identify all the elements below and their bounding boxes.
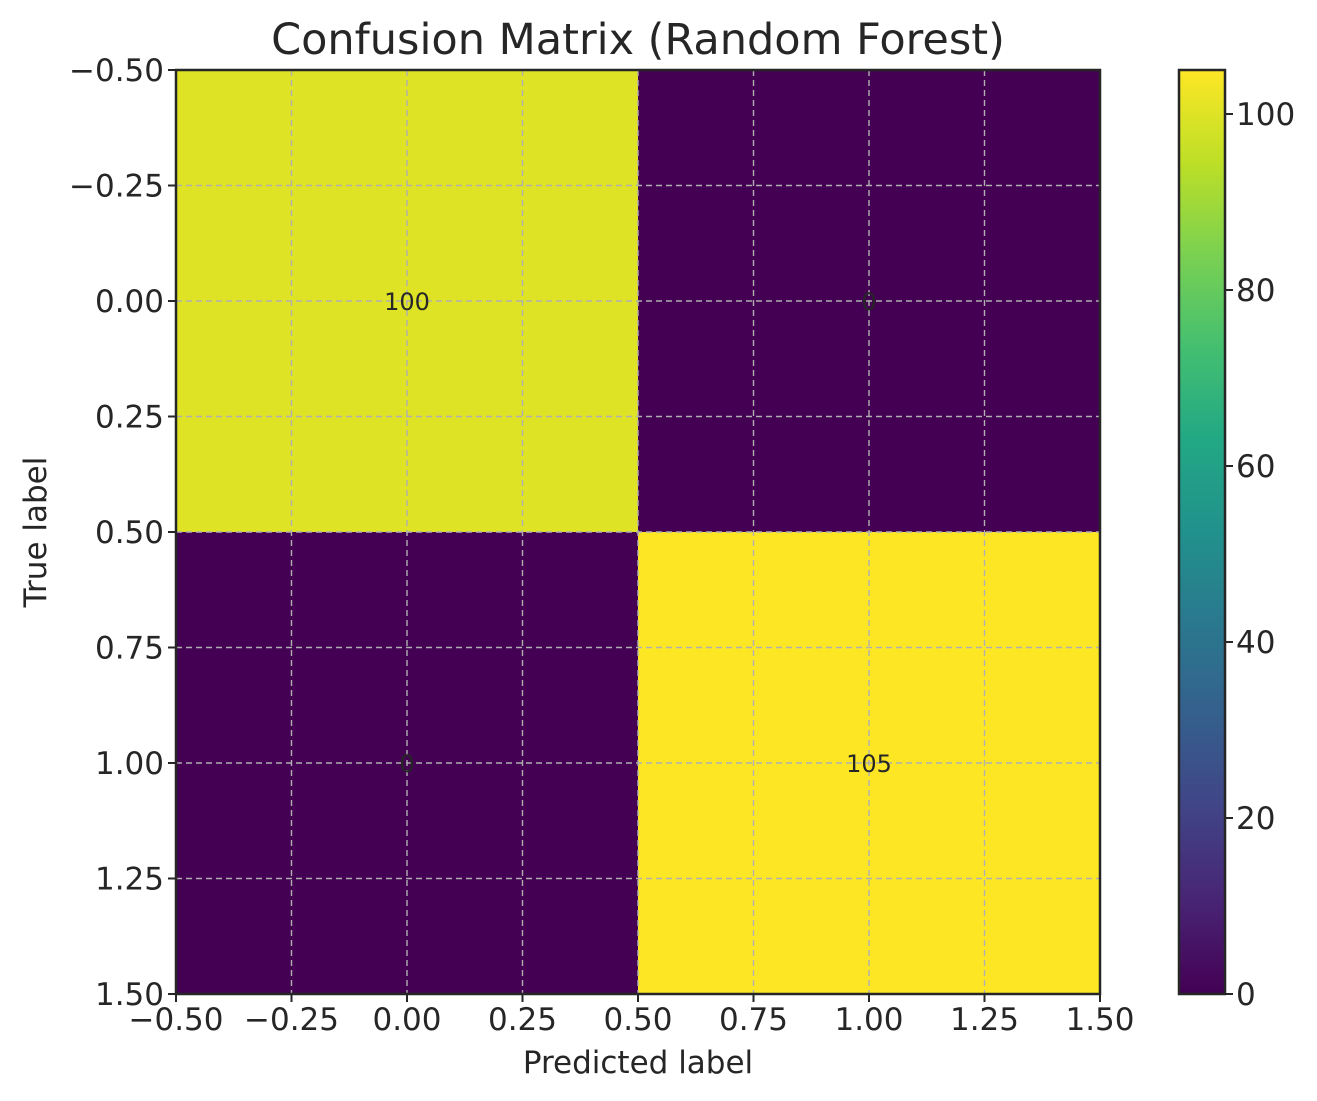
y-tick-label-4: 0.50 — [95, 515, 164, 551]
x-tick-label-5: 0.75 — [719, 1002, 788, 1038]
x-tick-label-1: −0.25 — [244, 1002, 339, 1038]
colorbar — [1177, 68, 1227, 996]
y-tick-label-6: 1.00 — [95, 746, 164, 782]
colorbar-tick-label-1: 20 — [1236, 801, 1275, 837]
y-tick-label-1: −0.25 — [69, 169, 164, 205]
colorbar-tick-label-5: 100 — [1236, 97, 1295, 133]
x-axis-label: Predicted label — [523, 1045, 753, 1081]
y-tick-label-3: 0.25 — [95, 400, 164, 436]
y-tick-label-5: 0.75 — [95, 631, 164, 667]
x-tick-label-0: −0.50 — [129, 1002, 224, 1038]
cell-label-1-0: 0 — [399, 750, 414, 778]
cell-value-labels: 100 0 0 105 — [384, 288, 892, 778]
y-axis-ticks: −0.50 −0.25 0.00 0.25 0.50 0.75 1.00 1.25 1.50 — [69, 53, 176, 1013]
colorbar-tick-label-0: 0 — [1236, 977, 1256, 1013]
x-tick-label-6: 1.00 — [834, 1002, 903, 1038]
y-tick-label-2: 0.00 — [95, 284, 164, 320]
y-tick-label-8: 1.50 — [95, 977, 164, 1013]
colorbar-tick-label-4: 80 — [1236, 273, 1275, 309]
x-tick-label-8: 1.50 — [1065, 1002, 1134, 1038]
colorbar-ticks: 0 20 40 60 80 100 — [1225, 97, 1295, 1013]
chart-title: Confusion Matrix (Random Forest) — [271, 15, 1005, 65]
x-tick-label-3: 0.25 — [488, 1002, 557, 1038]
cell-label-0-1: 0 — [861, 288, 876, 316]
x-axis-ticks: −0.50 −0.25 0.00 0.25 0.50 0.75 1.00 1.25 1.50 — [129, 994, 1135, 1038]
x-tick-label-2: 0.00 — [372, 1002, 441, 1038]
x-tick-label-4: 0.50 — [603, 1002, 672, 1038]
cell-label-0-0: 100 — [384, 288, 430, 316]
x-tick-label-7: 1.25 — [950, 1002, 1019, 1038]
y-tick-label-0: −0.50 — [69, 53, 164, 89]
cell-label-1-1: 105 — [846, 750, 892, 778]
y-axis-label: True label — [18, 457, 54, 609]
colorbar-tick-label-3: 60 — [1236, 449, 1275, 485]
y-tick-label-7: 1.25 — [95, 862, 164, 898]
colorbar-tick-label-2: 40 — [1236, 625, 1275, 661]
